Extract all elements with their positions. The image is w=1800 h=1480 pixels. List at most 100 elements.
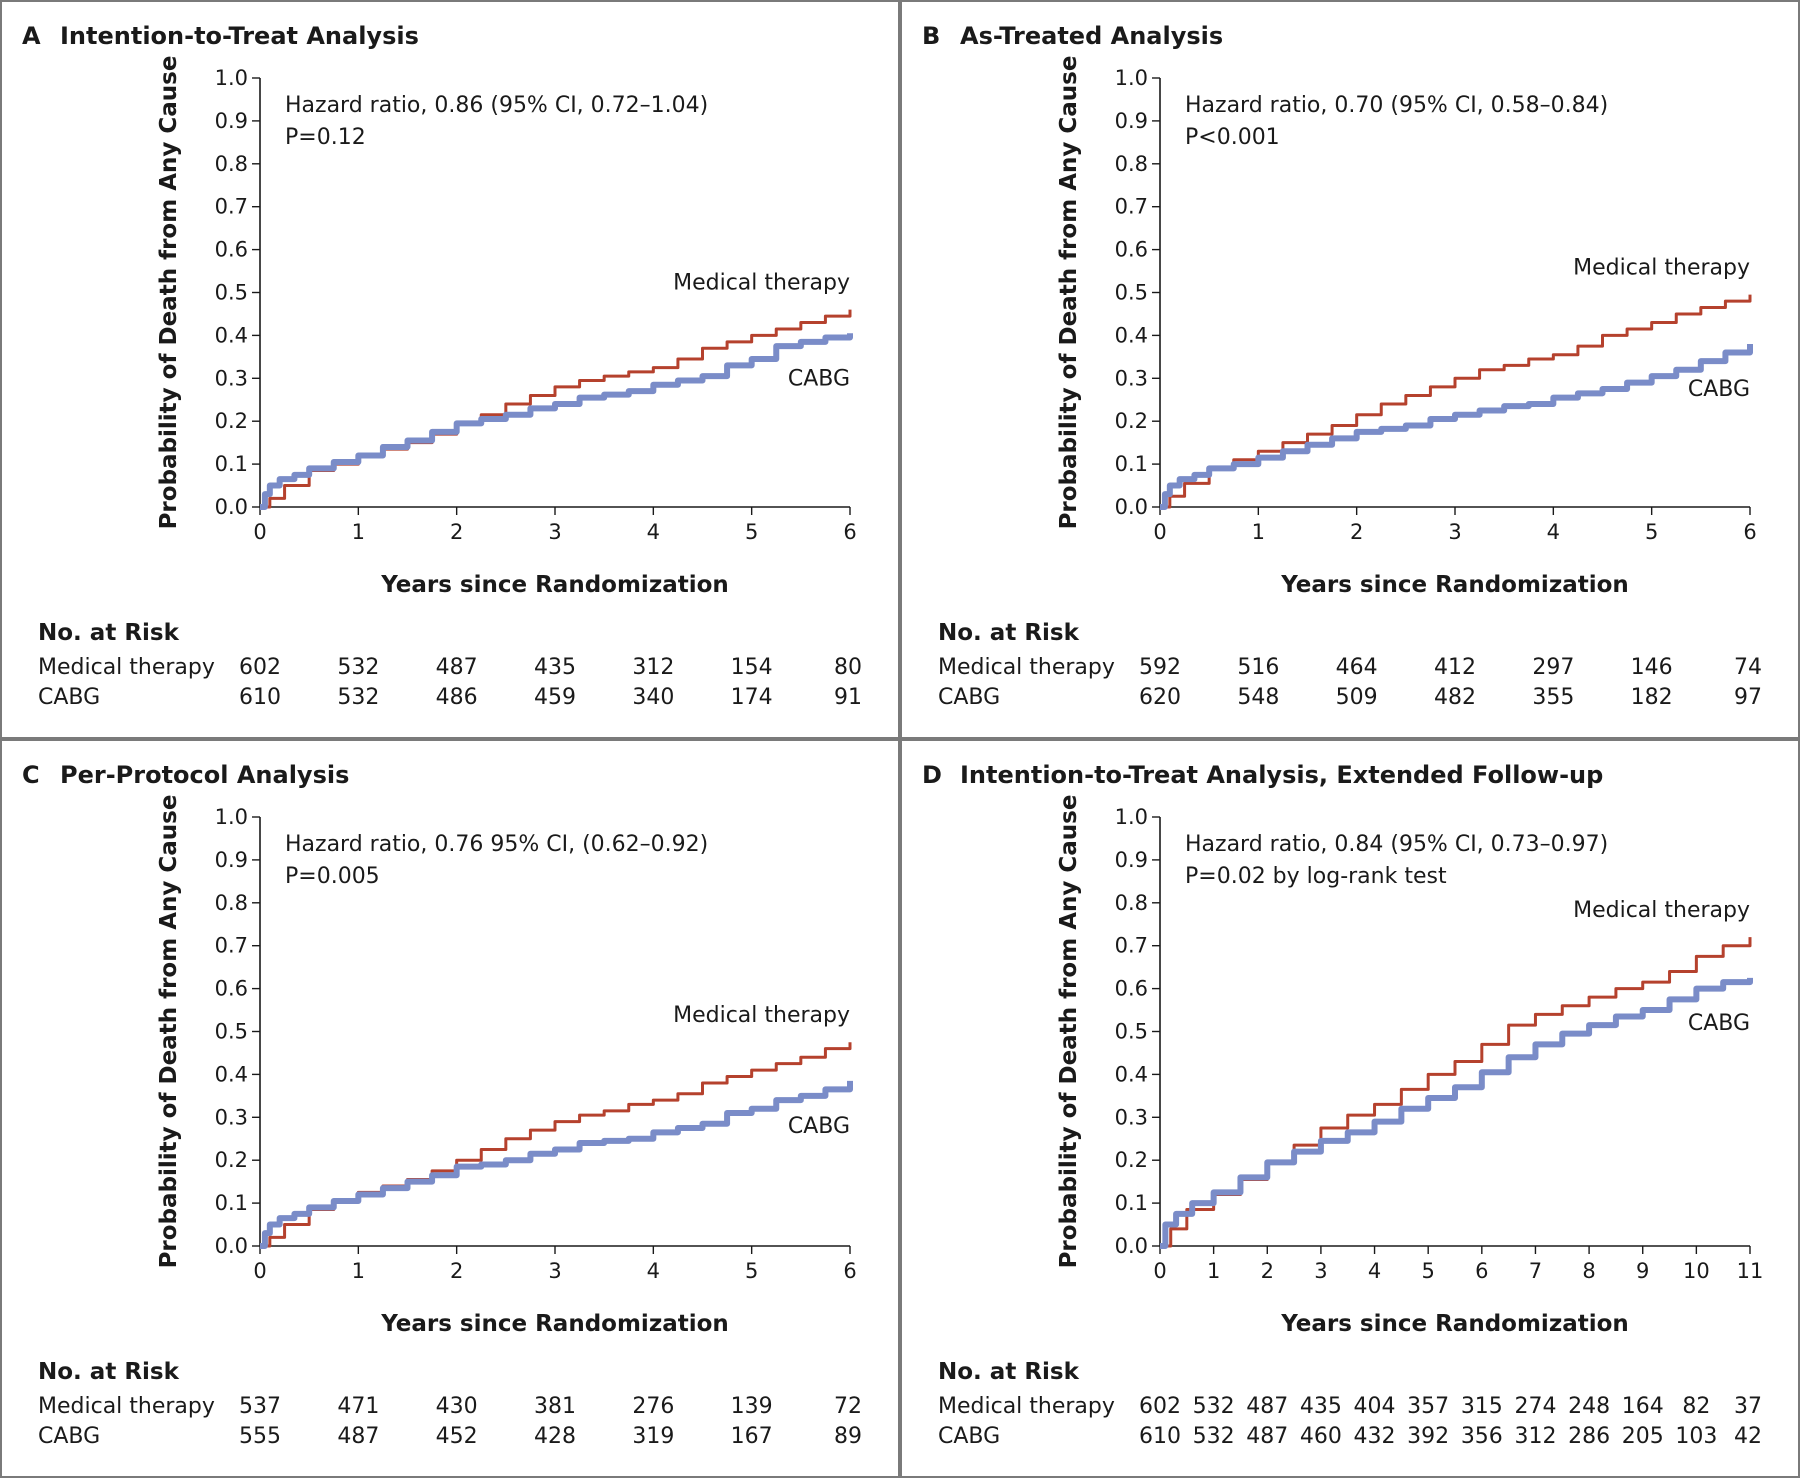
y-tick-label: 0.4 bbox=[1115, 323, 1148, 347]
x-tick-label: 10 bbox=[1683, 1259, 1710, 1283]
risk-value: 404 bbox=[1354, 1394, 1396, 1419]
y-tick-label: 1.0 bbox=[215, 66, 248, 90]
x-tick-label: 3 bbox=[548, 1259, 561, 1283]
risk-value: 72 bbox=[834, 1394, 862, 1419]
chart-svg: C Per-Protocol Analysis 0.0 0.1 0.2 0.3 0.4 0.5… bbox=[22, 761, 862, 1449]
risk-value: 356 bbox=[1461, 1424, 1503, 1449]
x-tick-label: 1 bbox=[1252, 520, 1265, 544]
x-tick-label: 3 bbox=[1314, 1259, 1327, 1283]
panel-title: Intention-to-Treat Analysis bbox=[60, 22, 419, 50]
risk-row-label: CABG bbox=[938, 1424, 1000, 1449]
y-tick-label: 0.1 bbox=[1115, 452, 1148, 476]
risk-value: 537 bbox=[239, 1394, 281, 1419]
risk-value: 42 bbox=[1734, 1424, 1762, 1449]
hazard-annotation: Hazard ratio, 0.76 95% CI, (0.62–0.92) bbox=[285, 832, 708, 857]
risk-value: 174 bbox=[731, 685, 773, 710]
y-tick-label: 0.2 bbox=[1115, 1148, 1148, 1172]
risk-value: 97 bbox=[1734, 685, 1762, 710]
y-tick-label: 0.8 bbox=[1115, 152, 1148, 176]
hazard-annotation: Hazard ratio, 0.86 (95% CI, 0.72–1.04) bbox=[285, 93, 708, 118]
risk-value: 487 bbox=[337, 1424, 379, 1449]
y-axis-label: Probability of Death from Any Cause bbox=[1056, 795, 1082, 1269]
y-tick-label: 0.7 bbox=[215, 934, 248, 958]
risk-value: 532 bbox=[337, 655, 379, 680]
x-tick-label: 2 bbox=[1350, 520, 1363, 544]
risk-value: 297 bbox=[1532, 655, 1574, 680]
y-tick-label: 0.0 bbox=[215, 1234, 248, 1258]
risk-value: 167 bbox=[731, 1424, 773, 1449]
risk-value: 91 bbox=[834, 685, 862, 710]
risk-row-label: CABG bbox=[38, 685, 100, 710]
panel-letter: A bbox=[22, 22, 41, 50]
risk-value: 80 bbox=[834, 655, 862, 680]
risk-value: 248 bbox=[1568, 1394, 1610, 1419]
y-tick-label: 1.0 bbox=[1115, 66, 1148, 90]
risk-value: 610 bbox=[239, 685, 281, 710]
y-tick-label: 0.3 bbox=[215, 366, 248, 390]
series-line-medical-therapy bbox=[260, 1042, 852, 1248]
risk-row-label: Medical therapy bbox=[38, 655, 215, 680]
x-tick-label: 8 bbox=[1582, 1259, 1595, 1283]
x-tick-label: 3 bbox=[1448, 520, 1461, 544]
y-tick-label: 0.6 bbox=[215, 238, 248, 262]
x-tick-label: 9 bbox=[1636, 1259, 1649, 1283]
hazard-annotation: Hazard ratio, 0.84 (95% CI, 0.73–0.97) bbox=[1185, 832, 1608, 857]
y-tick-label: 0.7 bbox=[1115, 195, 1148, 219]
y-tick-label: 0.2 bbox=[215, 409, 248, 433]
y-tick-label: 0.4 bbox=[1115, 1062, 1148, 1086]
risk-value: 139 bbox=[731, 1394, 773, 1419]
y-tick-label: 0.6 bbox=[1115, 238, 1148, 262]
risk-value: 532 bbox=[337, 685, 379, 710]
x-tick-label: 11 bbox=[1737, 1259, 1764, 1283]
x-tick-label: 3 bbox=[548, 520, 561, 544]
chart-svg: B As-Treated Analysis 0.0 0.1 0.2 0.3 0.4 0.5 0.… bbox=[922, 22, 1762, 710]
series-label-medical-therapy: Medical therapy bbox=[1573, 898, 1750, 923]
risk-value: 412 bbox=[1434, 655, 1476, 680]
series-label-cabg: CABG bbox=[1688, 1011, 1750, 1036]
y-tick-label: 0.5 bbox=[1115, 1020, 1148, 1044]
x-tick-label: 1 bbox=[352, 520, 365, 544]
panel-letter: B bbox=[922, 22, 940, 50]
risk-value: 355 bbox=[1532, 685, 1574, 710]
x-tick-label: 2 bbox=[450, 1259, 463, 1283]
risk-value: 620 bbox=[1139, 685, 1181, 710]
chart-svg: D Intention-to-Treat Analysis, Extended F… bbox=[922, 761, 1764, 1449]
x-tick-label: 1 bbox=[352, 1259, 365, 1283]
risk-value: 89 bbox=[834, 1424, 862, 1449]
x-axis-label: Years since Randomization bbox=[380, 1311, 729, 1337]
y-tick-label: 0.9 bbox=[1115, 109, 1148, 133]
risk-value: 487 bbox=[436, 655, 478, 680]
hazard-annotation: P=0.005 bbox=[285, 864, 380, 889]
hazard-annotation: Hazard ratio, 0.70 (95% CI, 0.58–0.84) bbox=[1185, 93, 1608, 118]
risk-value: 319 bbox=[632, 1424, 674, 1449]
y-tick-label: 0.8 bbox=[215, 891, 248, 915]
risk-row-label: CABG bbox=[938, 685, 1000, 710]
risk-value: 460 bbox=[1300, 1424, 1342, 1449]
panel-a: A Intention-to-Treat Analysis 0.0 0.1 0.2 0.3… bbox=[0, 0, 900, 739]
x-tick-label: 5 bbox=[745, 520, 758, 544]
series-label-medical-therapy: Medical therapy bbox=[673, 1003, 850, 1028]
x-tick-label: 0 bbox=[1153, 520, 1166, 544]
y-tick-label: 0.9 bbox=[215, 848, 248, 872]
panel-letter: D bbox=[922, 761, 942, 789]
risk-value: 205 bbox=[1622, 1424, 1664, 1449]
y-axis-label: Probability of Death from Any Cause bbox=[1056, 56, 1082, 530]
y-tick-label: 0.3 bbox=[215, 1105, 248, 1129]
x-tick-label: 4 bbox=[1547, 520, 1560, 544]
panel-title: Per-Protocol Analysis bbox=[60, 761, 349, 789]
x-tick-label: 6 bbox=[1743, 520, 1756, 544]
x-axis-label: Years since Randomization bbox=[380, 572, 729, 598]
risk-value: 430 bbox=[436, 1394, 478, 1419]
risk-value: 487 bbox=[1246, 1424, 1288, 1449]
x-tick-label: 0 bbox=[1153, 1259, 1166, 1283]
risk-value: 592 bbox=[1139, 655, 1181, 680]
risk-value: 340 bbox=[632, 685, 674, 710]
risk-table-header: No. at Risk bbox=[938, 620, 1080, 646]
series-label-cabg: CABG bbox=[788, 366, 850, 391]
risk-row-label: Medical therapy bbox=[938, 655, 1115, 680]
y-axis-label: Probability of Death from Any Cause bbox=[156, 795, 182, 1269]
series-label-cabg: CABG bbox=[788, 1114, 850, 1139]
y-tick-label: 0.6 bbox=[215, 977, 248, 1001]
risk-value: 82 bbox=[1682, 1394, 1710, 1419]
x-tick-label: 0 bbox=[253, 520, 266, 544]
